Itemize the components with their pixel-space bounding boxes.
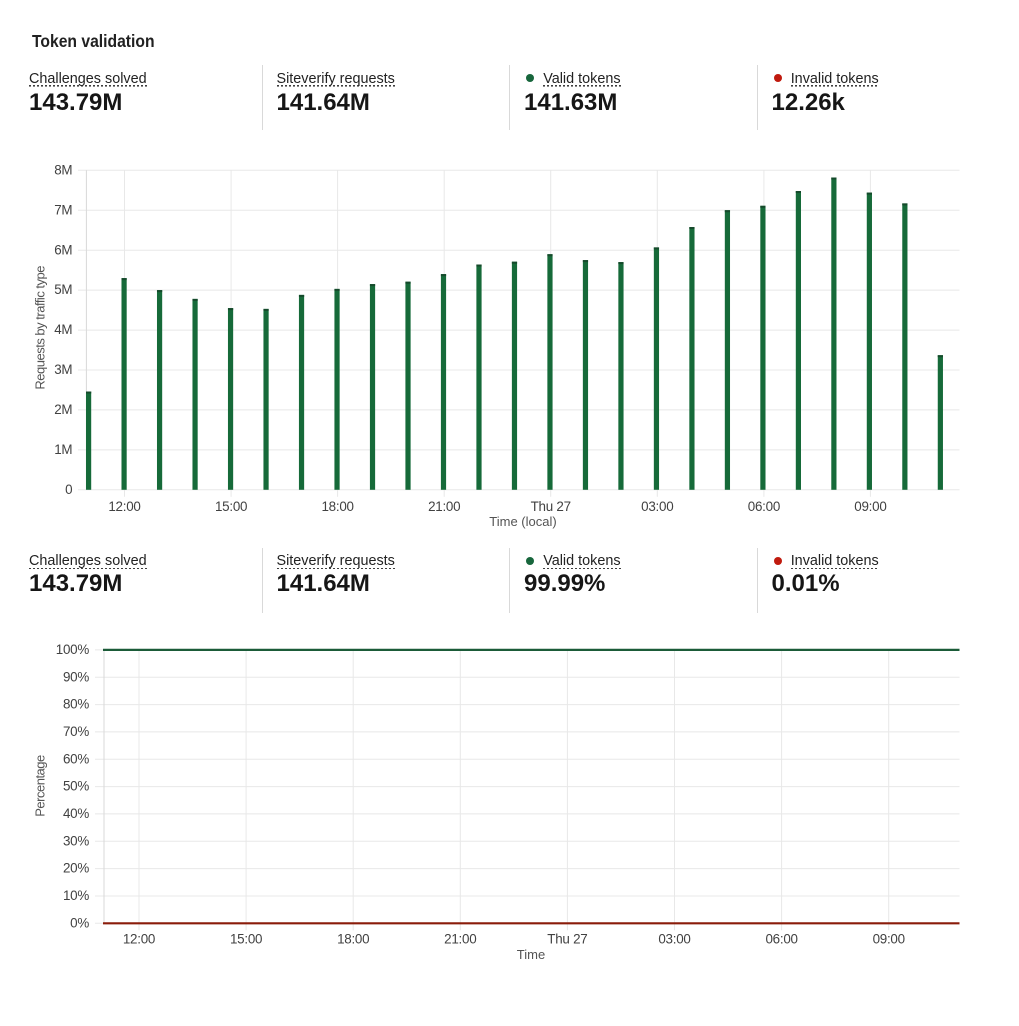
svg-text:4M: 4M	[54, 322, 72, 337]
svg-text:Time: Time	[517, 947, 545, 962]
svg-text:Requests by traffic type: Requests by traffic type	[33, 266, 48, 390]
svg-text:100%: 100%	[56, 642, 90, 657]
svg-text:09:00: 09:00	[854, 499, 886, 514]
svg-text:09:00: 09:00	[873, 932, 905, 947]
svg-text:5M: 5M	[54, 282, 72, 297]
svg-text:2M: 2M	[54, 402, 72, 417]
svg-text:12:00: 12:00	[123, 932, 155, 947]
svg-text:8M: 8M	[54, 162, 72, 177]
svg-text:6M: 6M	[54, 242, 72, 257]
svg-text:30%: 30%	[63, 833, 89, 848]
svg-text:90%: 90%	[63, 669, 89, 684]
svg-text:80%: 80%	[63, 697, 89, 712]
svg-text:10%: 10%	[63, 888, 89, 903]
svg-text:18:00: 18:00	[337, 932, 369, 947]
svg-text:0%: 0%	[70, 915, 89, 930]
svg-text:Percentage: Percentage	[33, 755, 48, 817]
svg-text:12:00: 12:00	[108, 499, 140, 514]
svg-text:Time (local): Time (local)	[489, 514, 556, 529]
svg-text:7M: 7M	[54, 202, 72, 217]
svg-text:70%: 70%	[63, 724, 89, 739]
svg-text:20%: 20%	[63, 861, 89, 876]
svg-text:40%: 40%	[63, 806, 89, 821]
svg-text:60%: 60%	[63, 751, 89, 766]
svg-text:21:00: 21:00	[428, 499, 460, 514]
svg-text:15:00: 15:00	[215, 499, 247, 514]
svg-text:1M: 1M	[54, 442, 72, 457]
svg-text:50%: 50%	[63, 779, 89, 794]
svg-text:03:00: 03:00	[641, 499, 673, 514]
svg-text:Thu 27: Thu 27	[531, 499, 571, 514]
svg-text:06:00: 06:00	[748, 499, 780, 514]
svg-text:18:00: 18:00	[321, 499, 353, 514]
svg-text:Thu 27: Thu 27	[547, 932, 587, 947]
svg-text:06:00: 06:00	[765, 932, 797, 947]
svg-text:15:00: 15:00	[230, 932, 262, 947]
svg-text:21:00: 21:00	[444, 932, 476, 947]
svg-text:03:00: 03:00	[658, 932, 690, 947]
svg-text:3M: 3M	[54, 362, 72, 377]
svg-text:0: 0	[65, 482, 72, 497]
